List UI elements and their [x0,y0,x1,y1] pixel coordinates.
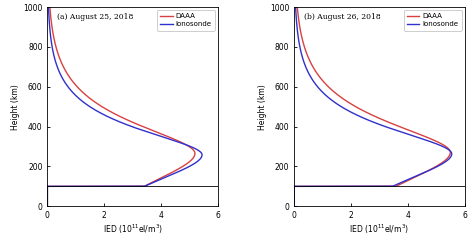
DAAA [423,170,429,173]
DAAA [171,170,176,173]
Ionosonde [292,205,297,208]
Ionosonde [424,170,429,173]
Text: (a) August 25, 2018: (a) August 25, 2018 [57,13,133,21]
DAAA [294,6,300,9]
DAAA [47,10,53,13]
DAAA [298,31,304,34]
DAAA [45,205,50,208]
Ionosonde [45,205,50,208]
Ionosonde [293,6,299,9]
Ionosonde [396,182,402,185]
X-axis label: IED (10$^{11}$el/m$^3$): IED (10$^{11}$el/m$^3$) [102,223,163,236]
Ionosonde [148,182,154,185]
Line: Ionosonde: Ionosonde [294,7,452,206]
Ionosonde [295,31,301,34]
Ionosonde [46,10,52,13]
Line: DAAA: DAAA [47,7,195,206]
Y-axis label: Height (km): Height (km) [258,84,267,130]
DAAA [128,120,133,123]
Ionosonde [115,120,121,123]
DAAA [292,205,297,208]
Line: DAAA: DAAA [294,7,450,206]
DAAA [47,6,53,9]
Ionosonde [46,6,51,9]
DAAA [50,31,56,34]
Ionosonde [47,31,53,34]
DAAA [295,10,301,13]
DAAA [147,182,153,185]
Ionosonde [368,120,374,123]
DAAA [383,120,389,123]
Ionosonde [176,170,182,173]
Legend: DAAA, Ionosonde: DAAA, Ionosonde [156,10,215,31]
Text: (b) August 26, 2018: (b) August 26, 2018 [303,13,380,21]
Line: Ionosonde: Ionosonde [47,7,202,206]
Ionosonde [138,128,144,131]
Legend: DAAA, Ionosonde: DAAA, Ionosonde [403,10,462,31]
Y-axis label: Height (km): Height (km) [11,84,20,130]
Ionosonde [293,10,299,13]
DAAA [399,182,405,185]
Ionosonde [392,128,398,131]
DAAA [405,128,411,131]
X-axis label: IED (10$^{11}$el/m$^3$): IED (10$^{11}$el/m$^3$) [349,223,410,236]
DAAA [148,128,154,131]
